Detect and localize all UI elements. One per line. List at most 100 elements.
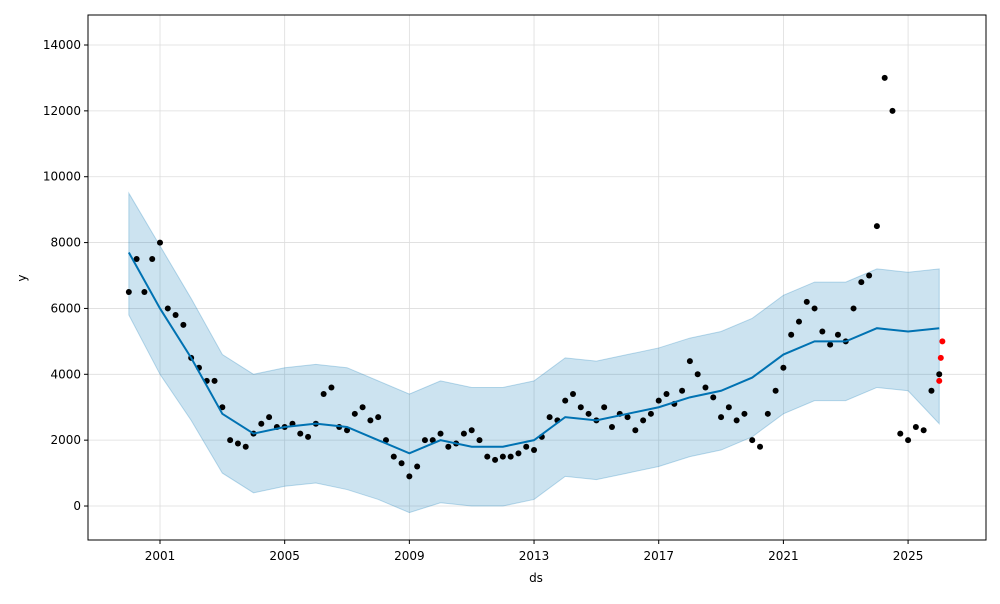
actual-point	[881, 74, 888, 81]
actual-point	[577, 404, 584, 411]
actual-point	[484, 453, 491, 460]
actual-point	[827, 341, 834, 348]
forecast-line	[127, 251, 940, 455]
actual-point	[460, 430, 467, 437]
actual-point	[164, 305, 171, 312]
actual-point	[647, 410, 654, 417]
actual-point	[834, 331, 841, 338]
actual-point	[866, 272, 873, 279]
actual-point	[733, 417, 740, 424]
actual-point	[359, 404, 366, 411]
x-tick-label: 2005	[269, 549, 300, 563]
y-tick-label: 12000	[43, 104, 81, 118]
actual-point	[920, 427, 927, 434]
actual-point	[710, 394, 717, 401]
actual-point	[850, 305, 857, 312]
y-tick-label: 6000	[50, 301, 81, 315]
actual-point	[234, 440, 241, 447]
actual-point	[390, 453, 397, 460]
actual-point	[764, 410, 771, 417]
actual-point	[328, 384, 335, 391]
actual-point	[468, 427, 475, 434]
actual-point	[757, 443, 764, 450]
actual-point	[694, 371, 701, 378]
actual-point	[819, 328, 826, 335]
actual-point	[663, 391, 670, 398]
actual-point	[258, 420, 265, 427]
actual-point	[858, 279, 865, 286]
actual-point	[125, 288, 132, 295]
actual-point	[406, 473, 413, 480]
actual-point	[133, 256, 140, 263]
actual-point	[780, 364, 787, 371]
y-tick-label: 10000	[43, 170, 81, 184]
actual-point	[375, 414, 382, 421]
x-tick-label: 2013	[519, 549, 550, 563]
x-axis-label: ds	[529, 571, 543, 585]
uncertainty-band	[128, 191, 940, 514]
actual-point	[219, 404, 226, 411]
actual-point	[546, 414, 553, 421]
y-tick-label: 8000	[50, 236, 81, 250]
actual-point	[172, 312, 179, 319]
actual-point	[718, 414, 725, 421]
actual-point	[227, 437, 234, 444]
actual-point	[562, 397, 569, 404]
actual-point	[297, 430, 304, 437]
plot-frame	[87, 14, 987, 541]
actual-point	[928, 387, 935, 394]
actual-point	[429, 437, 436, 444]
x-tick-label: 2025	[893, 549, 924, 563]
actual-point	[873, 223, 880, 230]
actual-point	[351, 410, 358, 417]
actual-point	[523, 443, 530, 450]
actual-point	[702, 384, 709, 391]
actual-point	[795, 318, 802, 325]
test-point	[936, 377, 943, 384]
actual-point	[492, 456, 499, 463]
y-tick-label: 14000	[43, 38, 81, 52]
actual-point	[367, 417, 374, 424]
actual-point	[912, 423, 919, 430]
actual-point	[445, 443, 452, 450]
actual-point	[266, 414, 273, 421]
actual-point	[180, 321, 187, 328]
actual-point	[624, 414, 631, 421]
actual-point	[531, 447, 538, 454]
actual-point	[741, 410, 748, 417]
actual-point	[640, 417, 647, 424]
actual-point	[897, 430, 904, 437]
actual-point	[811, 305, 818, 312]
actual-point	[749, 437, 756, 444]
actual-point	[507, 453, 514, 460]
actual-point	[601, 404, 608, 411]
actual-point	[414, 463, 421, 470]
x-tick-label: 2021	[768, 549, 799, 563]
actual-point	[437, 430, 444, 437]
actual-point	[157, 239, 164, 246]
actual-point	[788, 331, 795, 338]
y-tick-label: 2000	[50, 433, 81, 447]
actual-point	[679, 387, 686, 394]
actual-point	[141, 288, 148, 295]
y-axis-label: y	[15, 274, 29, 281]
actual-point	[421, 437, 428, 444]
actual-point	[344, 427, 351, 434]
actual-point	[803, 298, 810, 305]
actual-point	[632, 427, 639, 434]
actual-point	[242, 443, 249, 450]
x-tick-label: 2009	[394, 549, 425, 563]
actual-point	[398, 460, 405, 467]
actual-point	[211, 377, 218, 384]
actual-point	[608, 423, 615, 430]
actual-point	[305, 433, 312, 440]
actual-point	[725, 404, 732, 411]
actual-point	[515, 450, 522, 457]
test-point	[937, 354, 944, 361]
actual-point	[936, 371, 943, 378]
actual-point	[320, 391, 327, 398]
actual-point	[889, 107, 896, 114]
actual-point	[585, 410, 592, 417]
actual-point	[476, 437, 483, 444]
